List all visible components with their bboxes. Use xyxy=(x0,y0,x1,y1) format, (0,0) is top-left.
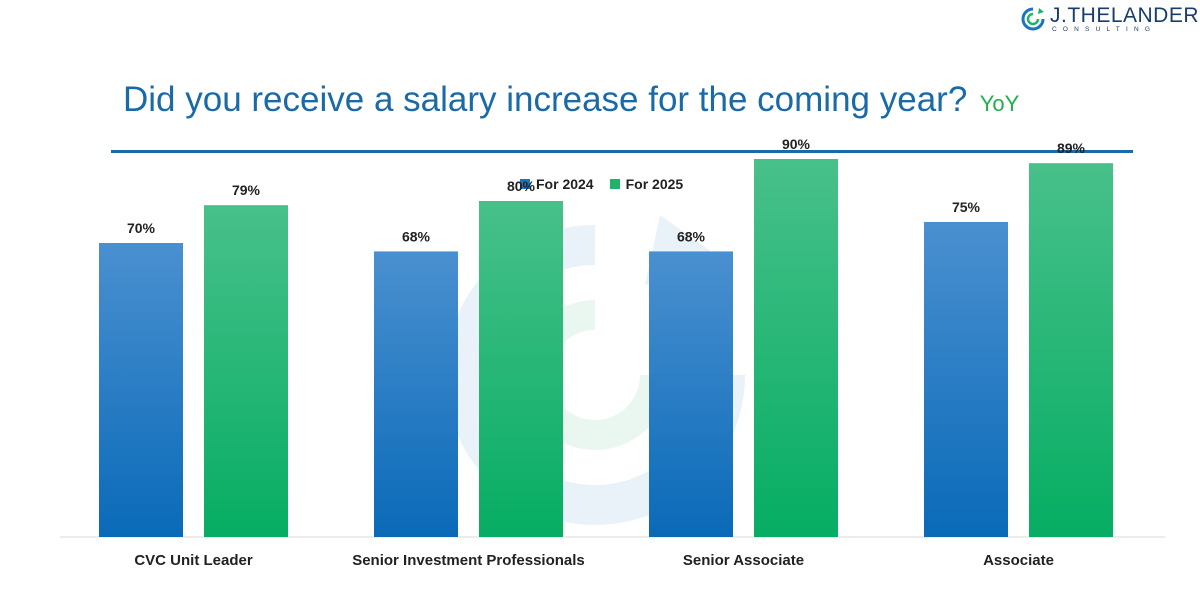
page-title: Did you receive a salary increase for th… xyxy=(123,80,968,119)
data-label-2024-2: 68% xyxy=(677,228,706,244)
data-label-2025-3: 89% xyxy=(1057,140,1086,156)
bar-2024-0 xyxy=(99,243,183,537)
bar-2025-0 xyxy=(204,205,288,537)
title-divider xyxy=(111,150,1133,153)
page-title-row: Did you receive a salary increase for th… xyxy=(123,80,1019,120)
company-logo: J.THELANDER CONSULTING xyxy=(1020,2,1199,36)
data-label-2024-0: 70% xyxy=(127,220,156,236)
spiral-logo-icon xyxy=(1021,7,1045,31)
logo-name: J.THELANDER xyxy=(1050,4,1200,27)
bar-2025-3 xyxy=(1029,163,1113,537)
category-label-0: CVC Unit Leader xyxy=(134,552,253,569)
bar-2025-2 xyxy=(754,159,838,537)
data-label-2025-1: 80% xyxy=(507,178,536,194)
bar-2025-1 xyxy=(479,201,563,537)
title-tag: YoY xyxy=(979,91,1020,116)
chart-legend: For 2024 For 2025 xyxy=(520,176,683,192)
legend-label-2025: For 2025 xyxy=(625,176,684,192)
legend-swatch-2025 xyxy=(609,179,620,189)
data-label-2024-3: 75% xyxy=(952,199,981,215)
legend-label-2024: For 2024 xyxy=(536,176,594,192)
category-label-2: Senior Associate xyxy=(683,552,804,569)
bar-2024-1 xyxy=(374,251,458,537)
data-label-2025-0: 79% xyxy=(232,182,261,198)
bars-group: 70% 79% CVC Unit Leader 68% 80% Senior Invest… xyxy=(99,136,1113,569)
bar-2024-3 xyxy=(924,222,1008,537)
bar-2024-2 xyxy=(649,251,733,537)
data-label-2024-1: 68% xyxy=(402,228,431,244)
legend-item-2024: For 2024 xyxy=(520,176,594,192)
category-label-3: Associate xyxy=(983,552,1054,569)
category-label-1: Senior Investment Professionals xyxy=(352,552,585,569)
data-label-2025-2: 90% xyxy=(782,136,811,152)
legend-swatch-2024 xyxy=(520,179,530,189)
logo-subtitle: CONSULTING xyxy=(1052,26,1157,33)
legend-item-2025: For 2025 xyxy=(609,176,684,192)
